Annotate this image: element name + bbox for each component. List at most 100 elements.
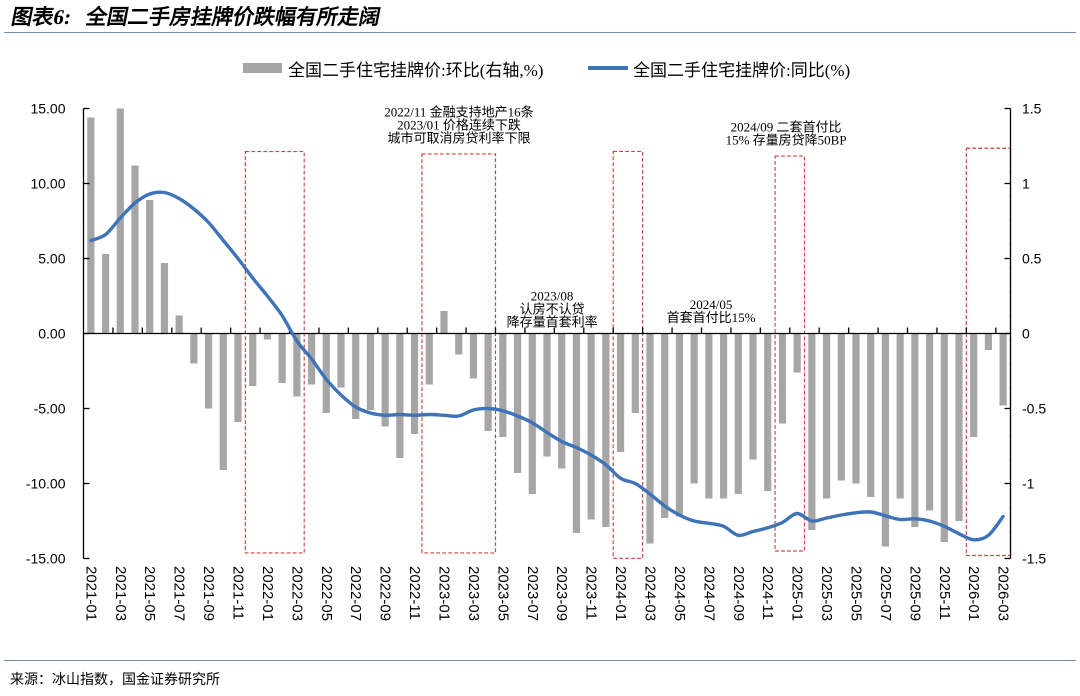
bar-2021-08 [190, 333, 198, 364]
bar-2023-09 [558, 333, 566, 469]
bar-2022-06 [337, 333, 345, 388]
bar-2024-06 [690, 333, 698, 484]
bar-2022-05 [322, 333, 330, 413]
bar-2023-11 [587, 333, 595, 520]
annotation-1: 2022/11 金融支持地产16条 2023/01 价格连续下跌城市可取消房贷利率… [384, 105, 533, 146]
bar-2023-03 [469, 333, 478, 379]
bar-2021-02 [101, 254, 110, 334]
bar-2024-08 [719, 333, 728, 499]
bar-2024-12 [778, 333, 787, 424]
left-axis-label: 15.00 [30, 101, 65, 117]
bar-2023-02 [455, 333, 463, 355]
x-axis-label-2025-11: 2025-11 [936, 566, 953, 620]
annotation-4: 2024/09 二套首付比 15% 存量房贷降50BP [726, 119, 847, 147]
bar-2025-09 [911, 333, 919, 527]
x-axis-label-2022-09: 2022-09 [377, 566, 394, 621]
x-axis-label-2022-07: 2022-07 [347, 566, 364, 621]
bar-2021-01 [87, 117, 95, 334]
bar-2025-02 [808, 333, 816, 530]
x-axis-label-2023-05: 2023-05 [494, 566, 511, 621]
bar-2025-04 [837, 333, 845, 481]
bar-2025-12 [955, 333, 963, 521]
highlight-box-4 [774, 155, 806, 552]
legend-line-swatch-icon [588, 66, 628, 70]
bar-2026-03 [999, 333, 1007, 406]
right-axis-label: 0.5 [1022, 251, 1042, 267]
left-axis-label: -10.00 [26, 476, 66, 492]
right-axis-label: 0 [1022, 326, 1030, 342]
bar-2023-01 [440, 311, 448, 334]
bar-2026-01 [970, 333, 978, 437]
x-axis-label-2021-03: 2021-03 [112, 566, 129, 621]
legend-label-mom: 全国二手住宅挂牌价:环比(右轴,%) [288, 60, 544, 80]
bar-2025-10 [925, 333, 934, 511]
highlight-box-3 [612, 150, 644, 559]
bar-2024-02 [631, 333, 639, 413]
bar-2021-10 [219, 333, 227, 470]
highlight-box-2 [421, 153, 497, 554]
bar-2021-09 [204, 333, 213, 409]
right-axis-label: -1 [1022, 476, 1035, 492]
x-axis-label-2023-09: 2023-09 [553, 566, 570, 621]
bar-2024-03 [646, 333, 654, 544]
x-axis-label-2021-05: 2021-05 [141, 566, 158, 621]
x-axis-label-2022-11: 2022-11 [406, 566, 423, 620]
bar-2024-09 [734, 333, 742, 494]
bar-2026-02 [984, 333, 993, 350]
bar-2023-04 [484, 333, 492, 431]
x-axis-label-2023-07: 2023-07 [524, 566, 541, 621]
bar-2022-02 [278, 333, 286, 383]
bar-2024-11 [764, 333, 772, 491]
bar-2024-01 [616, 333, 625, 452]
bar-2023-08 [543, 333, 551, 457]
title-divider [4, 32, 1076, 34]
bar-2022-09 [381, 333, 389, 427]
x-axis-label-2025-09: 2025-09 [906, 566, 923, 621]
left-axis-label: 10.00 [30, 176, 65, 192]
source-note: 来源：冰山指数，国金证券研究所 [10, 673, 220, 688]
right-axis-label: 1 [1022, 176, 1030, 192]
bar-2025-03 [822, 333, 831, 499]
left-axis-label: 0.00 [38, 326, 65, 342]
left-axis-label: 5.00 [38, 251, 65, 267]
right-axis-label: -0.5 [1022, 401, 1046, 417]
bar-2022-08 [366, 333, 375, 410]
x-axis-label-2021-11: 2021-11 [230, 566, 247, 620]
bar-2022-03 [293, 333, 301, 397]
bar-2021-07 [175, 315, 183, 334]
x-axis-label-2022-03: 2022-03 [288, 566, 305, 621]
bar-2022-11 [410, 333, 419, 434]
annotation-2: 2023/08 认房不认贷降存量首套利率 [507, 288, 598, 329]
x-axis-label-2026-03: 2026-03 [995, 566, 1012, 621]
x-axis-label-2022-05: 2022-05 [318, 566, 335, 621]
bar-2021-03 [116, 108, 124, 334]
bar-2021-12 [249, 333, 257, 386]
x-axis-label-2025-03: 2025-03 [818, 566, 835, 621]
bar-2023-06 [513, 333, 522, 473]
x-axis-label-2021-01: 2021-01 [82, 566, 99, 621]
bar-2021-04 [131, 165, 139, 334]
bar-2025-08 [896, 333, 904, 499]
x-axis-label-2026-01: 2026-01 [965, 566, 982, 621]
bar-2023-12 [602, 333, 610, 527]
x-axis-label-2022-01: 2022-01 [259, 566, 276, 621]
left-axis-label: -15.00 [26, 551, 66, 567]
x-axis-label-2024-03: 2024-03 [642, 566, 659, 621]
bar-2022-10 [396, 333, 404, 458]
legend-bar-swatch-icon [243, 62, 282, 74]
x-axis-label-2023-11: 2023-11 [583, 566, 600, 620]
x-axis-label-2024-07: 2024-07 [700, 566, 717, 621]
x-axis-label-2021-09: 2021-09 [200, 566, 217, 621]
x-axis-label-2025-07: 2025-07 [877, 566, 894, 621]
x-axis-label-2024-09: 2024-09 [730, 566, 747, 621]
bar-2024-10 [749, 333, 757, 460]
bar-2025-06 [867, 333, 875, 497]
bar-2022-07 [352, 333, 360, 419]
bar-2025-01 [793, 333, 801, 373]
legend-item-mom: 全国二手住宅挂牌价:环比(右轴,%) [243, 60, 543, 80]
x-axis-label-2023-03: 2023-03 [465, 566, 482, 621]
bar-2022-01 [263, 333, 272, 340]
x-axis-label-2023-01: 2023-01 [436, 566, 453, 621]
